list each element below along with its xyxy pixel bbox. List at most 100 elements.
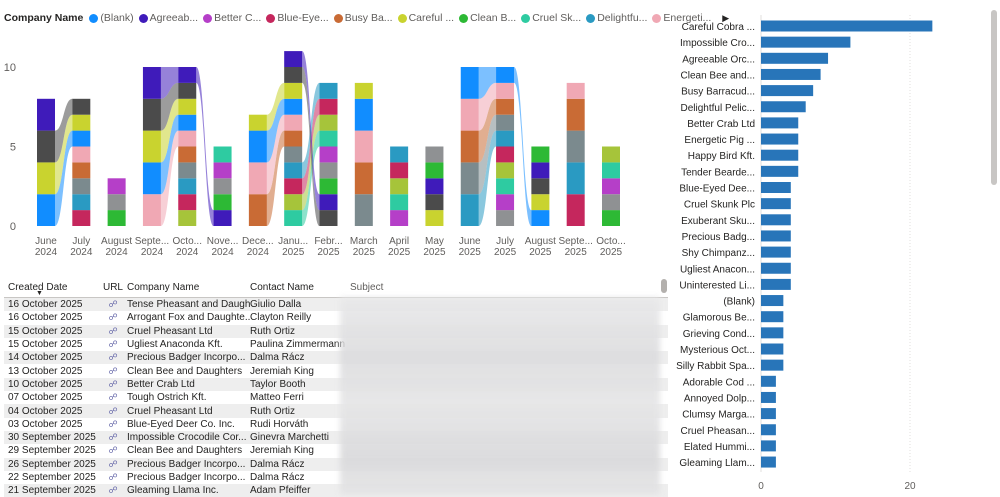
ribbon-column-segment[interactable]: [319, 210, 338, 226]
ribbon-band[interactable]: [266, 98, 285, 163]
ribbon-column-segment[interactable]: [213, 194, 232, 211]
ribbon-band[interactable]: [160, 67, 179, 99]
ribbon-column-segment[interactable]: [354, 82, 373, 99]
ribbon-column-segment[interactable]: [531, 210, 550, 226]
ribbon-column-segment[interactable]: [213, 178, 232, 195]
header-contact-name[interactable]: Contact Name: [250, 281, 314, 293]
page-scrollbar[interactable]: [991, 10, 997, 185]
table-row[interactable]: 29 September 2025 ☍ Clean Bee and Daughter…: [4, 444, 668, 457]
ribbon-band[interactable]: [514, 67, 532, 226]
ribbon-band[interactable]: [478, 130, 497, 226]
ribbon-column-segment[interactable]: [248, 194, 267, 226]
table-row[interactable]: 16 October 2025 ☍ Arrogant Fox and Daughte…: [4, 311, 668, 324]
ribbon-column-segment[interactable]: [178, 114, 197, 131]
ribbon-column-segment[interactable]: [531, 194, 550, 211]
ribbon-column-segment[interactable]: [460, 98, 479, 131]
ribbon-column-segment[interactable]: [531, 146, 550, 163]
ribbon-column-segment[interactable]: [142, 130, 161, 163]
ribbon-column-segment[interactable]: [566, 130, 585, 163]
ribbon-column-segment[interactable]: [602, 146, 620, 163]
company-bar-chart[interactable]: Careful Cobra ... Impossible Cro... Agreea…: [672, 10, 990, 495]
header-created-date[interactable]: Created Date: [8, 281, 68, 293]
ribbon-band[interactable]: [266, 82, 285, 131]
ribbon-column-segment[interactable]: [319, 130, 338, 147]
ribbon-band[interactable]: [55, 130, 73, 226]
ribbon-band[interactable]: [302, 51, 320, 211]
ribbon-column-segment[interactable]: [107, 210, 126, 226]
ribbon-column-segment[interactable]: [284, 114, 303, 131]
ribbon-column-segment[interactable]: [496, 146, 515, 163]
legend-item[interactable]: Energeti...: [652, 12, 711, 24]
bar[interactable]: [761, 424, 776, 436]
table-row[interactable]: 22 September 2025 ☍ Precious Badger Incorp…: [4, 471, 668, 484]
bar[interactable]: [761, 440, 776, 452]
bar[interactable]: [761, 343, 784, 355]
ribbon-band[interactable]: [478, 82, 497, 131]
table-row[interactable]: 07 October 2025 ☍ Tough Ostrich Kft. Matteo…: [4, 391, 668, 404]
ribbon-column-segment[interactable]: [37, 194, 55, 226]
ribbon-column-segment[interactable]: [248, 114, 267, 131]
ribbon-band[interactable]: [478, 67, 497, 99]
ribbon-column-segment[interactable]: [107, 194, 126, 211]
ribbon-band[interactable]: [160, 114, 179, 195]
ribbon-column-segment[interactable]: [354, 162, 373, 195]
ribbon-column-segment[interactable]: [496, 130, 515, 147]
ribbon-column-segment[interactable]: [142, 194, 161, 226]
ribbon-column-segment[interactable]: [496, 194, 515, 211]
ribbon-column-segment[interactable]: [425, 210, 444, 226]
ribbon-column-segment[interactable]: [460, 162, 479, 195]
bar[interactable]: [761, 149, 799, 161]
link-icon[interactable]: ☍: [108, 418, 118, 429]
bar[interactable]: [761, 375, 776, 387]
ribbon-column-segment[interactable]: [602, 162, 620, 179]
ribbon-band[interactable]: [478, 98, 497, 163]
ribbon-column-segment[interactable]: [425, 162, 444, 179]
ribbon-column-segment[interactable]: [496, 82, 515, 99]
ribbon-column-segment[interactable]: [460, 194, 479, 226]
ribbon-column-segment[interactable]: [425, 178, 444, 195]
ribbon-column-segment[interactable]: [178, 146, 197, 163]
ribbon-column-segment[interactable]: [602, 178, 620, 195]
ribbon-column-segment[interactable]: [460, 130, 479, 163]
ribbon-column-segment[interactable]: [319, 146, 338, 163]
ribbon-column-segment[interactable]: [354, 130, 373, 163]
ribbon-column-segment[interactable]: [178, 98, 197, 115]
ribbon-column-segment[interactable]: [37, 162, 55, 195]
ribbon-column-segment[interactable]: [178, 67, 197, 83]
ribbon-column-segment[interactable]: [566, 82, 585, 99]
ribbon-column-segment[interactable]: [37, 98, 55, 131]
link-icon[interactable]: ☍: [108, 299, 118, 310]
link-icon[interactable]: ☍: [108, 312, 118, 323]
ribbon-column-segment[interactable]: [37, 130, 55, 163]
ribbon-column-segment[interactable]: [390, 146, 409, 163]
ribbon-column-segment[interactable]: [72, 114, 91, 131]
ribbon-column-segment[interactable]: [425, 194, 444, 211]
ribbon-column-segment[interactable]: [178, 178, 197, 195]
ribbon-column-segment[interactable]: [496, 162, 515, 179]
table-row[interactable]: 03 October 2025 ☍ Blue-Eyed Deer Co. Inc. R…: [4, 418, 668, 431]
bar[interactable]: [761, 36, 851, 48]
link-icon[interactable]: ☍: [108, 339, 118, 350]
link-icon[interactable]: ☍: [108, 325, 118, 336]
bar[interactable]: [761, 182, 791, 193]
legend-item[interactable]: Clean B...: [459, 12, 516, 24]
ribbon-column-segment[interactable]: [566, 194, 585, 226]
ribbon-column-segment[interactable]: [531, 162, 550, 179]
ribbon-column-segment[interactable]: [319, 178, 338, 195]
ribbon-column-segment[interactable]: [284, 98, 303, 115]
ribbon-column-segment[interactable]: [390, 210, 409, 226]
ribbon-column-segment[interactable]: [72, 130, 91, 147]
bar[interactable]: [761, 359, 784, 371]
ribbon-column-segment[interactable]: [72, 210, 91, 226]
ribbon-column-segment[interactable]: [178, 210, 197, 226]
ribbon-column-segment[interactable]: [178, 194, 197, 211]
legend-item[interactable]: Cruel Sk...: [521, 12, 581, 24]
bar[interactable]: [761, 101, 806, 113]
bar[interactable]: [761, 456, 776, 468]
ribbon-band[interactable]: [160, 82, 179, 131]
ribbon-band[interactable]: [196, 67, 214, 226]
ribbon-column-segment[interactable]: [248, 162, 267, 195]
ribbon-column-segment[interactable]: [496, 178, 515, 195]
link-icon[interactable]: ☍: [108, 352, 118, 363]
legend-item[interactable]: (Blank): [89, 12, 134, 24]
